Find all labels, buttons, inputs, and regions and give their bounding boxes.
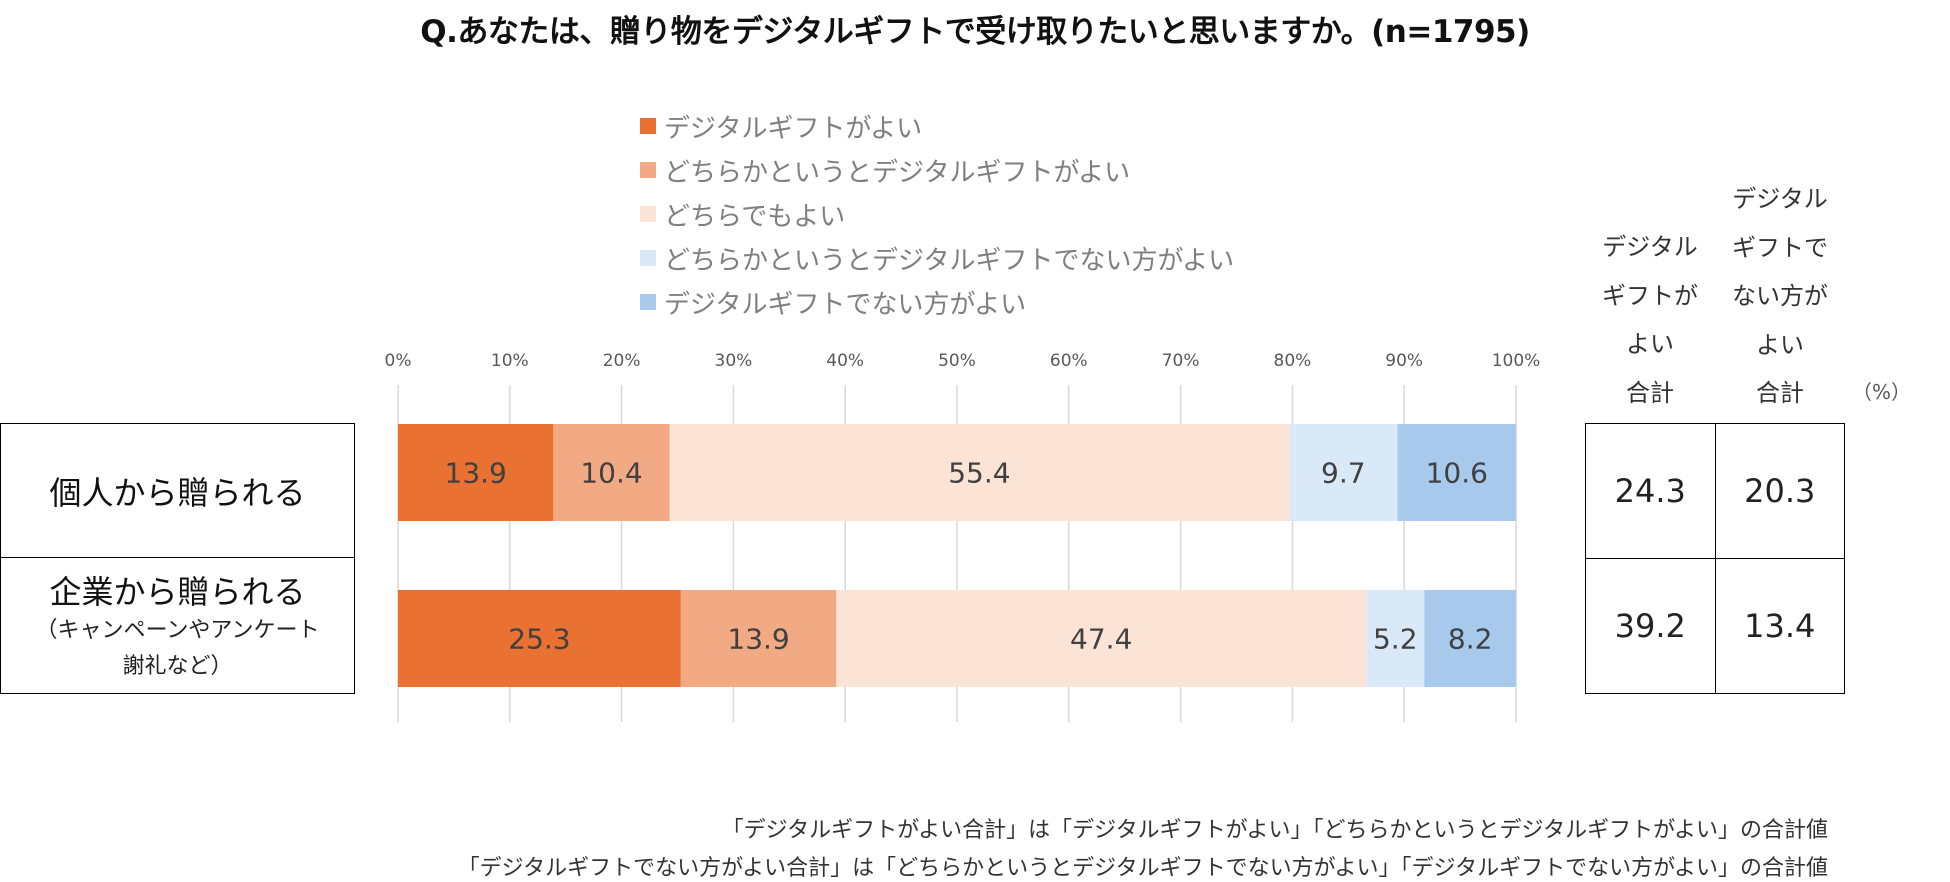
legend-swatch <box>640 294 656 310</box>
bar-segment <box>398 424 554 521</box>
legend-label: どちらかというとデジタルギフトがよい <box>664 157 1131 188</box>
data-label: 47.4 <box>1070 623 1132 656</box>
legend-label: どちらでもよい <box>664 201 846 232</box>
x-tick-label: 40% <box>826 351 864 371</box>
data-label: 5.2 <box>1373 623 1418 656</box>
data-label: 10.4 <box>580 457 642 490</box>
data-label: 55.4 <box>948 457 1010 490</box>
category-name: 企業から贈られる <box>49 572 306 611</box>
bar-segment <box>680 590 837 687</box>
x-tick-label: 60% <box>1050 351 1088 371</box>
x-tick-label: 30% <box>715 351 753 371</box>
legend-label: どちらかというとデジタルギフトでない方がよい <box>664 245 1235 276</box>
total-cell: 24.3 <box>1585 423 1716 559</box>
x-tick-label: 70% <box>1162 351 1200 371</box>
data-label: 13.9 <box>727 623 789 656</box>
bar-segment <box>1366 590 1425 687</box>
total-header-not-digital-good: デジタルギフトでない方がよい合計 <box>1715 175 1845 418</box>
x-tick-label: 50% <box>938 351 976 371</box>
total-header-digital-good: デジタルギフトがよい合計 <box>1585 223 1715 417</box>
legend-swatch <box>640 162 656 178</box>
data-label: 8.2 <box>1448 623 1493 656</box>
legend-swatch <box>640 118 656 134</box>
legend-swatch <box>640 206 656 222</box>
category-note: 謝礼など） <box>122 653 233 679</box>
footnote: 「デジタルギフトでない方がよい合計」は「どちらかというとデジタルギフトでない方が… <box>457 856 1828 881</box>
total-header-line: ギフトが <box>1602 281 1698 310</box>
x-tick-label: 100% <box>1492 351 1541 371</box>
legend-item: どちらかというとデジタルギフトがよい <box>640 148 1234 192</box>
x-tick-label: 80% <box>1274 351 1312 371</box>
bar-segment <box>669 424 1290 521</box>
total-header-line: よい <box>1626 330 1674 358</box>
bar-segment <box>1424 590 1516 687</box>
bar-segment <box>398 590 681 687</box>
x-tick-label: 90% <box>1385 351 1423 371</box>
legend-label: デジタルギフトでない方がよい <box>664 289 1027 320</box>
bar-segment <box>1397 424 1516 521</box>
category-note: （キャンペーンやアンケート <box>35 617 320 643</box>
x-tick-label: 0% <box>385 351 412 371</box>
bar-segment <box>1289 424 1398 521</box>
legend-item: デジタルギフトでない方がよい <box>640 280 1234 324</box>
totals-table: 24.3 20.3 39.2 13.4 <box>1585 423 1845 694</box>
x-tick-label: 20% <box>603 351 641 371</box>
total-cell: 13.4 <box>1714 558 1845 694</box>
chart-title: Q.あなたは、贈り物をデジタルギフトで受け取りたいと思いますか。(n=1795) <box>420 14 1530 50</box>
totals-row: 39.2 13.4 <box>1585 558 1845 694</box>
category-name: 個人から贈られる <box>49 473 306 512</box>
data-label: 10.6 <box>1426 457 1488 490</box>
category-label-individual: 個人から贈られる <box>0 423 355 558</box>
data-label: 9.7 <box>1321 457 1366 490</box>
total-header-line: 合計 <box>1626 378 1674 407</box>
totals-row: 24.3 20.3 <box>1585 423 1845 559</box>
x-tick-label: 10% <box>491 351 529 371</box>
footnote: 「デジタルギフトがよい合計」は「デジタルギフトがよい」「どちらかというとデジタル… <box>721 818 1828 843</box>
legend-item: どちらでもよい <box>640 192 1234 236</box>
bar-segment <box>553 424 670 521</box>
category-label-company: 企業から贈られる （キャンペーンやアンケート 謝礼など） <box>0 557 355 694</box>
legend: デジタルギフトがよいどちらかというとデジタルギフトがよい どちらでもよいどちらかと… <box>640 104 1234 324</box>
legend-item: どちらかというとデジタルギフトでない方がよい <box>640 236 1234 280</box>
total-header-line: デジタル <box>1732 185 1828 213</box>
bar-segment <box>836 590 1367 687</box>
data-label: 13.9 <box>445 457 507 490</box>
total-header-line: ない方が <box>1732 282 1828 310</box>
legend-item: デジタルギフトがよい <box>640 104 1234 148</box>
total-cell: 39.2 <box>1585 558 1716 694</box>
data-label: 25.3 <box>508 623 570 656</box>
total-header-line: よい <box>1756 330 1804 359</box>
total-header-line: 合計 <box>1756 379 1804 407</box>
legend-label: デジタルギフトがよい <box>664 113 923 144</box>
total-header-line: デジタル <box>1602 233 1698 261</box>
legend-swatch <box>640 250 656 266</box>
total-header-line: ギフトで <box>1732 233 1828 262</box>
unit-label: （%） <box>1852 380 1912 404</box>
total-cell: 20.3 <box>1714 423 1845 559</box>
